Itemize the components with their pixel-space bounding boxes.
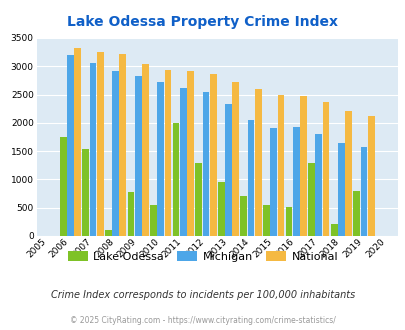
Bar xyxy=(307,163,314,236)
Bar xyxy=(367,116,374,236)
Bar xyxy=(119,54,126,236)
Bar xyxy=(277,94,284,236)
Bar xyxy=(262,205,269,236)
Bar xyxy=(157,82,164,236)
Bar xyxy=(209,75,216,236)
Bar xyxy=(82,149,89,236)
Text: © 2025 CityRating.com - https://www.cityrating.com/crime-statistics/: © 2025 CityRating.com - https://www.city… xyxy=(70,316,335,325)
Bar xyxy=(299,96,306,236)
Bar xyxy=(187,71,194,236)
Bar xyxy=(172,123,179,236)
Bar xyxy=(232,82,239,236)
Bar xyxy=(322,102,328,236)
Bar xyxy=(90,63,96,236)
Bar xyxy=(105,230,111,236)
Bar xyxy=(292,127,299,236)
Bar xyxy=(247,120,254,236)
Bar xyxy=(330,224,337,236)
Text: Lake Odessa Property Crime Index: Lake Odessa Property Crime Index xyxy=(67,15,338,29)
Bar xyxy=(179,88,186,236)
Bar xyxy=(337,143,344,236)
Bar xyxy=(74,48,81,236)
Bar xyxy=(67,55,74,236)
Bar xyxy=(60,137,66,236)
Legend: Lake Odessa, Michigan, National: Lake Odessa, Michigan, National xyxy=(63,247,342,267)
Text: Crime Index corresponds to incidents per 100,000 inhabitants: Crime Index corresponds to incidents per… xyxy=(51,290,354,300)
Bar xyxy=(127,192,134,236)
Bar xyxy=(97,52,103,236)
Bar xyxy=(315,134,322,236)
Bar xyxy=(352,191,359,236)
Bar xyxy=(344,111,351,236)
Bar xyxy=(254,89,261,236)
Bar xyxy=(195,163,202,236)
Bar xyxy=(240,196,247,236)
Bar xyxy=(150,205,156,236)
Bar xyxy=(202,92,209,236)
Bar xyxy=(164,70,171,236)
Bar xyxy=(217,182,224,236)
Bar xyxy=(270,128,276,236)
Bar xyxy=(360,148,367,236)
Bar xyxy=(224,104,231,236)
Bar xyxy=(112,71,119,236)
Bar xyxy=(134,77,141,236)
Bar xyxy=(285,207,292,236)
Bar xyxy=(142,64,148,236)
